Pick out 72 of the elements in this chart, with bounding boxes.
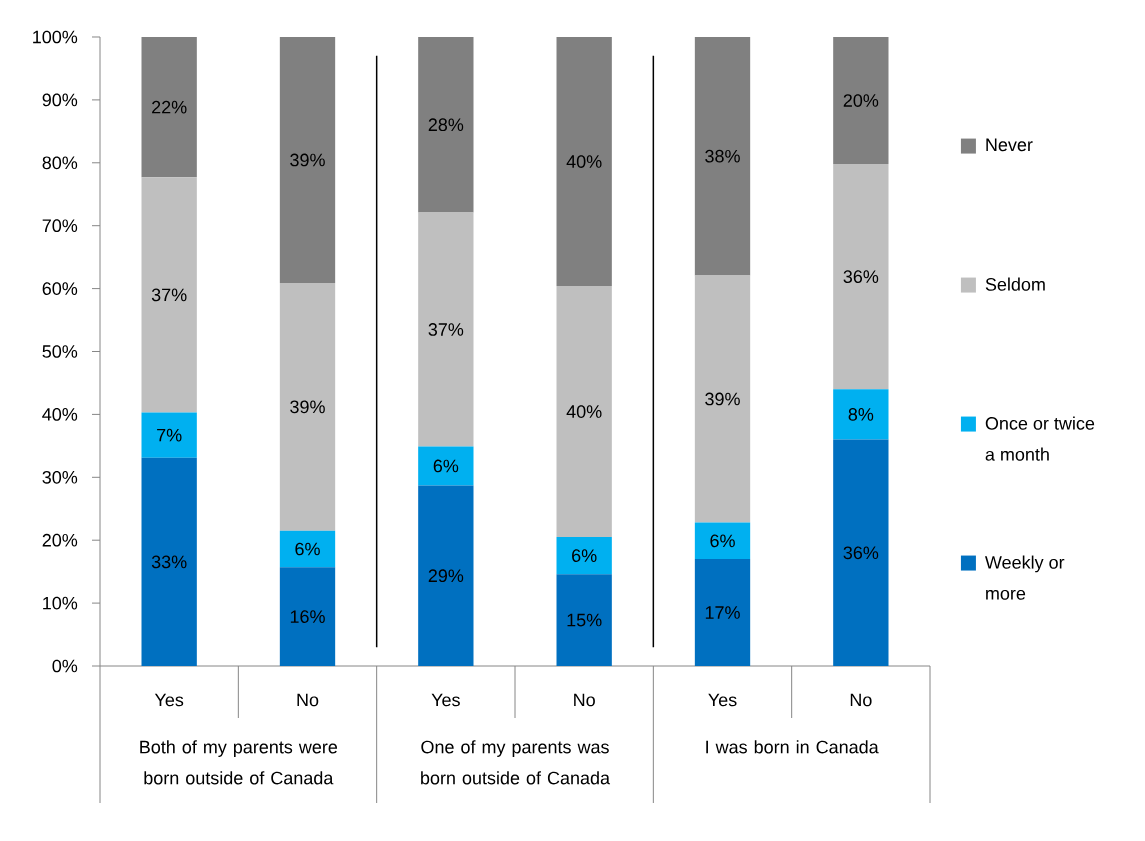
bar (556, 36, 612, 287)
bar (833, 389, 889, 440)
data-label: 17% (705, 606, 740, 619)
bar (279, 36, 336, 283)
y-tick-label: 90% (42, 93, 78, 107)
bar (833, 164, 889, 390)
text: One of my parents was born outside of Canada (421, 740, 611, 785)
bar (694, 522, 751, 560)
data-label: 39% (290, 153, 325, 167)
data-label: 6% (433, 459, 459, 473)
data-label: 40% (566, 155, 602, 168)
x-tick-label: Yes (154, 693, 184, 707)
y-tick-label: 20% (42, 533, 78, 547)
text: Both of my parents were born outside of Canada (140, 740, 338, 785)
bar (141, 412, 197, 458)
data-label: 20% (843, 94, 879, 107)
legend-label: Seldom (985, 277, 1045, 291)
bar (556, 286, 612, 538)
bar (418, 212, 474, 447)
data-label: 29% (428, 569, 464, 583)
bar (694, 559, 751, 666)
data-label: 40% (566, 405, 602, 418)
bar (418, 485, 474, 666)
y-tick-label: 10% (43, 596, 78, 610)
bar (141, 36, 197, 178)
bar (141, 177, 197, 413)
legend-label: Never (986, 138, 1033, 152)
bar (418, 36, 474, 213)
data-label: 28% (428, 118, 464, 132)
data-label: 38% (705, 149, 740, 163)
data-label: 6% (572, 549, 597, 562)
y-tick-label: 60% (42, 282, 78, 295)
data-label: 6% (710, 534, 735, 548)
bar (833, 36, 889, 165)
y-tick-label: 80% (42, 156, 78, 170)
data-label: 7% (157, 428, 182, 442)
bar (279, 530, 336, 568)
bar (833, 439, 889, 666)
text: I was born in Canada (706, 740, 879, 754)
data-label: 39% (705, 392, 740, 406)
y-tick-label: 70% (42, 219, 78, 233)
bar (556, 574, 612, 666)
data-label: 37% (151, 288, 187, 302)
y-tick-label: 30% (42, 470, 78, 484)
y-tick-label: 40% (42, 408, 78, 421)
bar (556, 537, 612, 575)
bar (279, 567, 336, 666)
legend-label: Weekly or more (984, 555, 1065, 600)
data-label: 36% (843, 270, 879, 284)
bar (694, 36, 751, 276)
data-label: 8% (848, 408, 874, 421)
data-label: 22% (152, 100, 187, 114)
bar (694, 275, 751, 523)
data-label: 37% (428, 323, 464, 336)
data-label: 15% (567, 613, 602, 627)
legend-label: Once or twice a month (985, 416, 1095, 461)
data-label: 16% (290, 610, 325, 623)
data-label: 6% (295, 542, 320, 556)
y-tick-label: 0% (52, 659, 78, 673)
x-tick-label: Yes (431, 693, 460, 707)
x-tick-label: No (574, 693, 595, 707)
x-tick-label: Yes (708, 693, 737, 707)
bar (279, 282, 336, 531)
y-tick-label: 50% (42, 345, 78, 358)
y-tick-label: 100% (33, 30, 78, 44)
data-label: 33% (151, 555, 187, 569)
x-tick-label: No (850, 693, 872, 707)
bar (141, 457, 197, 666)
data-label: 36% (843, 546, 879, 560)
data-label: 39% (290, 400, 325, 414)
x-tick-label: No (297, 693, 319, 707)
bar (418, 446, 474, 486)
